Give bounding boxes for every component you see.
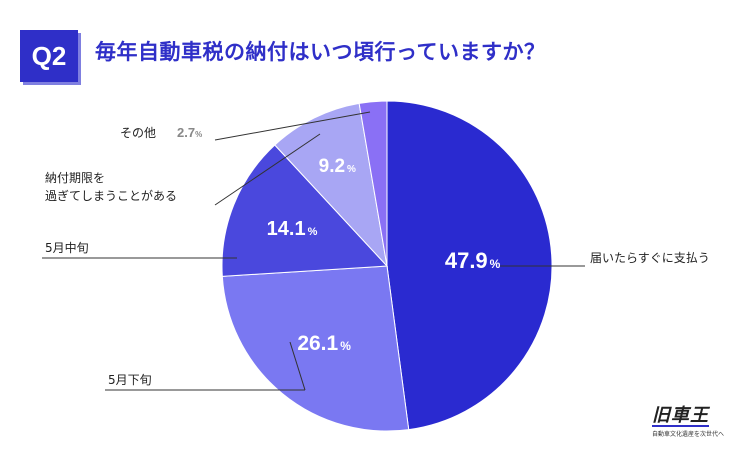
leader-line-s3	[214, 133, 321, 206]
label-s4-name: その他	[120, 126, 156, 140]
pie-slice-0	[386, 100, 553, 431]
pct-label-1: 26.1%	[297, 332, 351, 355]
label-s3-line1: 納付期限を	[45, 171, 105, 185]
pct-label-3: 9.2%	[319, 156, 356, 177]
pct-label-0: 47.9%	[445, 248, 501, 273]
question-badge: Q2	[20, 30, 78, 82]
kyusha-oh-logo: 旧車王 自動車文化遺産を次世代へ	[652, 405, 742, 445]
pie-slice-4	[358, 100, 388, 267]
label-s2: 5月中旬	[45, 240, 89, 255]
label-s3-line2: 過ぎてしまうことがある	[45, 188, 177, 203]
pie-slice-2	[221, 144, 389, 277]
pie-slice-1	[221, 265, 410, 432]
leader-line-s1	[289, 341, 306, 391]
label-s0: 届いたらすぐに支払う	[590, 251, 710, 265]
logo-tagline: 自動車文化遺産を次世代へ	[652, 431, 725, 438]
leader-line-s4	[214, 111, 371, 141]
question-title: 毎年自動車税の納付はいつ頃行っていますか？	[95, 40, 546, 64]
pie-slice-3	[274, 102, 388, 268]
label-s4-value: 2.7%	[177, 125, 202, 140]
logo-mark: 旧車王	[652, 405, 709, 427]
pct-label-2: 14.1%	[267, 218, 318, 240]
label-s1: 5月下旬	[108, 373, 152, 387]
